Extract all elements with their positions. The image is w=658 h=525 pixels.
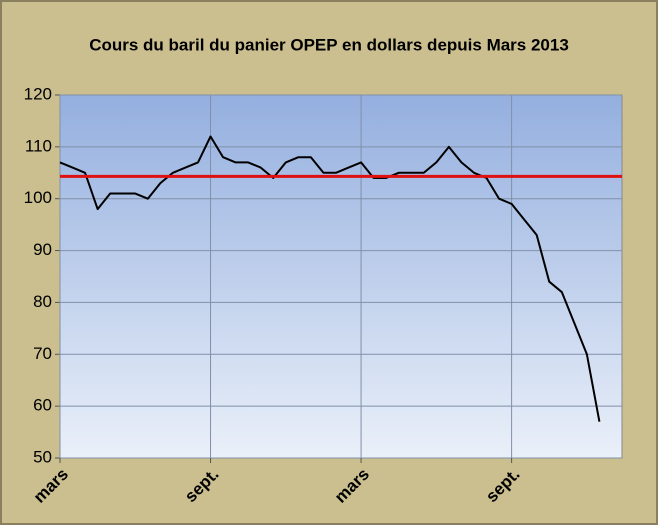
y-tick-label: 100 [24,188,52,207]
y-tick-label: 110 [25,136,52,155]
y-tick-label: 90 [33,240,52,259]
plot-area [59,94,623,459]
y-tick-label: 60 [33,396,52,415]
price-line [59,135,601,422]
chart-title: Cours du baril du panier OPEP en dollars… [89,35,569,54]
y-tick-label: 50 [33,447,52,466]
y-tick-label: 80 [33,292,52,311]
y-tick-label: 120 [24,84,52,103]
y-tick-label: 70 [33,344,52,363]
